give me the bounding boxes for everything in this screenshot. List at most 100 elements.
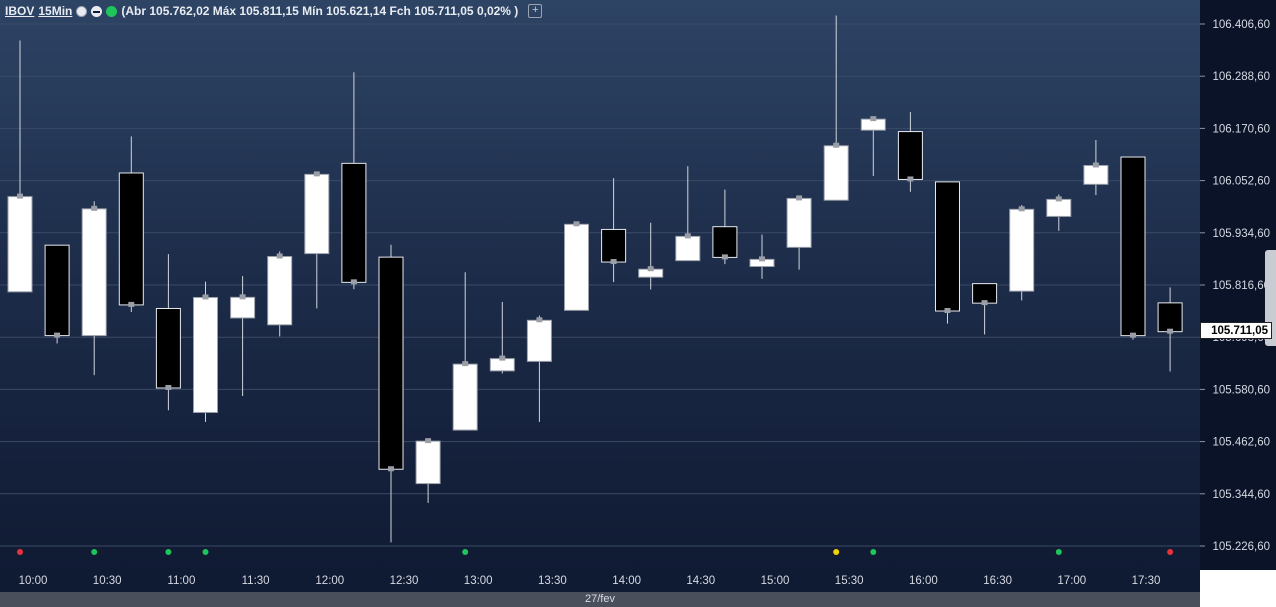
close-marker [425,438,432,444]
close-marker [759,256,765,262]
candle-body[interactable] [786,197,812,248]
x-tick-label: 13:30 [538,575,567,587]
candle-body[interactable] [823,145,849,201]
close-marker [1055,196,1062,202]
y-tick-label: 105.226,60 [1212,541,1270,553]
signal-dot [91,549,98,555]
close-marker [462,361,469,367]
close-marker [276,253,283,259]
side-panel-handle[interactable] [1265,250,1276,346]
add-study-button[interactable]: + [528,4,543,18]
candle-body[interactable] [935,181,960,312]
corner-panel [1200,570,1276,607]
close-marker [165,384,172,390]
signal-dot [1055,549,1062,555]
y-tick-label: 106.288,60 [1212,71,1270,83]
candle-body[interactable] [118,172,144,306]
candle-body[interactable] [1009,208,1035,292]
close-marker [870,116,877,122]
x-tick-label: 15:30 [835,575,864,587]
timeframe-label[interactable]: 15Min [38,4,73,18]
signal-dot [870,549,877,555]
candle-body[interactable] [1046,198,1072,217]
close-marker [499,355,506,361]
candle-body[interactable] [415,440,441,485]
x-tick-label: 11:30 [242,575,270,587]
x-tick-label: 14:30 [686,575,715,587]
close-marker [573,221,580,227]
candle-body[interactable] [304,173,330,255]
chart-header: IBOV 15Min (Abr 105.762,02 Máx 105.811,1… [5,3,543,19]
candle-body[interactable] [1120,156,1146,337]
close-marker [91,205,98,211]
last-price-label: 105.711,05 [1200,322,1272,339]
close-marker [128,301,135,307]
signal-dot [833,549,840,555]
x-tick-label: 14:00 [612,575,641,587]
close-marker [1167,328,1174,334]
candlestick-chart: 106.406,60 106.288,60 106.170,60 106.052,60… [0,15,1270,587]
x-tick-label: 10:00 [19,575,48,587]
close-marker [388,466,394,472]
close-marker [833,142,840,148]
candle-body[interactable] [1157,302,1183,333]
candle-body[interactable] [378,256,404,470]
close-marker [721,254,728,260]
close-marker [796,195,803,201]
close-marker [350,279,357,285]
close-marker [1092,162,1099,168]
settings-icon[interactable] [76,5,88,17]
candle-body[interactable] [267,256,293,326]
minimize-icon[interactable] [91,5,103,17]
y-tick-label: 105.934,60 [1212,228,1270,240]
candle-body[interactable] [897,131,923,180]
candle-body[interactable] [526,319,552,362]
candle-body[interactable] [564,223,589,311]
y-tick-label: 106.052,60 [1212,176,1270,188]
y-tick-label: 105.580,60 [1212,384,1270,396]
x-tick-label: 16:30 [983,575,1012,587]
close-marker [647,266,654,272]
close-marker [17,193,23,199]
price-axis[interactable] [1200,0,1276,570]
candle-body[interactable] [712,226,738,258]
x-tick-label: 17:30 [1132,575,1161,587]
close-marker [54,332,61,338]
candle-body[interactable] [193,296,218,413]
candle-body[interactable] [230,296,256,319]
x-tick-label: 11:00 [167,575,195,587]
x-tick-label: 17:00 [1057,575,1086,587]
close-marker [202,294,209,300]
status-icon [106,5,118,17]
signal-dot [202,549,209,555]
signal-dot [1167,549,1174,555]
close-marker [907,176,914,182]
close-marker [944,308,951,314]
x-tick-label: 12:30 [390,575,419,587]
y-tick-label: 105.344,60 [1212,489,1270,501]
candle-body[interactable] [341,162,367,283]
candle-body[interactable] [1083,164,1109,185]
x-tick-label: 15:00 [761,575,790,587]
candle-body[interactable] [44,244,70,337]
signal-dot [462,549,469,555]
date-label: 27/fev [0,592,1200,607]
close-marker [239,294,246,300]
candle-body[interactable] [675,235,701,262]
signal-dot [165,549,172,555]
close-marker [1018,206,1025,212]
close-marker [610,259,617,265]
symbol-label[interactable]: IBOV [5,4,35,18]
candle-body[interactable] [7,196,33,293]
close-marker [684,233,691,239]
candle-body[interactable] [452,363,478,431]
y-tick-label: 106.406,60 [1212,19,1270,31]
candle-body[interactable] [601,228,627,263]
candle-body[interactable] [81,208,107,337]
ohlc-summary: (Abr 105.762,02 Máx 105.811,15 Mín 105.6… [121,4,519,18]
y-tick-label: 106.170,60 [1212,123,1270,135]
candle-body[interactable] [155,307,181,389]
x-tick-label: 16:00 [909,575,938,587]
close-marker [536,317,543,323]
